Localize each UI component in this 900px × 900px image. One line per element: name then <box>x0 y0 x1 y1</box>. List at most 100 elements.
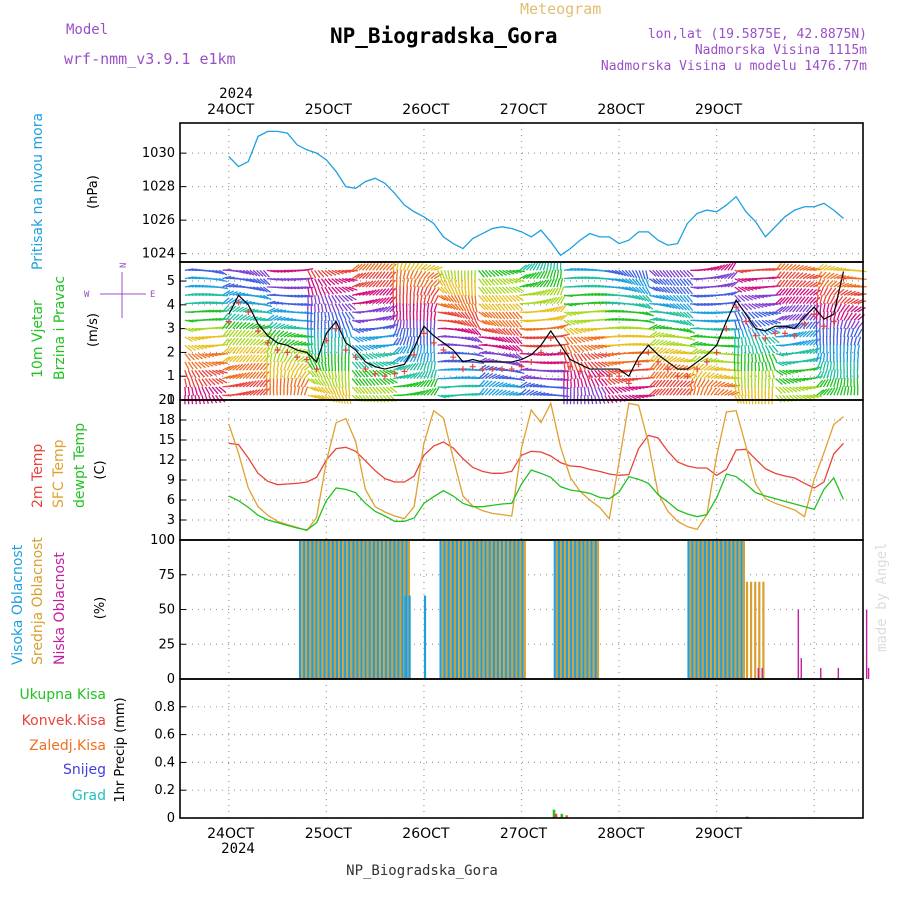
wind-barb <box>751 336 756 346</box>
wind-barb <box>560 323 569 330</box>
wind-speed-marker <box>333 325 340 332</box>
wind-barb <box>744 336 748 346</box>
wind-barb <box>218 286 229 290</box>
wind-barb <box>498 311 506 320</box>
cloud-bar-mid <box>588 540 591 679</box>
wind-barb <box>577 319 587 324</box>
panel-frame <box>179 399 864 541</box>
wind-barb <box>682 286 690 295</box>
wind-barb <box>785 279 793 288</box>
cloud-bar-low <box>757 667 760 679</box>
wind-barb <box>799 394 808 401</box>
wind-barb <box>498 286 506 294</box>
wind-barb <box>478 286 485 295</box>
precip-legend-total: Ukupna Kisa <box>19 687 106 703</box>
wind-barb <box>720 263 729 271</box>
wind-barb <box>208 361 218 367</box>
wind-barb <box>560 304 567 313</box>
wind-barb <box>413 381 422 388</box>
wind-barb <box>406 286 409 296</box>
wind-barb <box>311 394 320 399</box>
wind-barb <box>314 286 318 296</box>
wind-barb <box>714 327 724 332</box>
wind-barb <box>632 386 642 390</box>
cloud-bar-high <box>582 540 585 679</box>
wind-barb <box>805 339 814 346</box>
wind-barb <box>252 331 261 338</box>
wind-speed-marker <box>235 299 242 306</box>
wind-barb <box>618 269 627 277</box>
wind-barb <box>686 388 694 396</box>
wind-barb <box>420 379 428 388</box>
wind-barb <box>509 391 519 396</box>
wind-barb <box>259 339 268 346</box>
wind-barb <box>457 270 460 280</box>
cloud-bar-high <box>335 540 339 679</box>
wind-barb <box>362 280 370 288</box>
wind-barb <box>498 328 507 336</box>
wind-barb <box>344 336 348 346</box>
wind-barb <box>430 387 437 396</box>
wind-barb <box>645 319 655 324</box>
wind-barb <box>802 339 811 346</box>
wind-barb <box>570 336 578 344</box>
cloud-bar-mid <box>334 540 337 679</box>
wind-barb <box>788 287 796 296</box>
wind-barb <box>232 373 241 380</box>
wind-barb <box>570 370 573 380</box>
wind-barb <box>580 386 583 396</box>
wind-barb <box>351 273 361 280</box>
cloud-bar-mid <box>745 581 749 679</box>
wind-barb <box>642 311 652 317</box>
wind-barb <box>706 379 714 388</box>
wind-barb <box>334 278 344 284</box>
wind-barb <box>577 276 587 280</box>
wind-barb <box>478 278 485 287</box>
wind-barb <box>358 344 367 352</box>
wind-barb <box>676 350 686 355</box>
wind-barb <box>406 382 416 388</box>
cloud-bar-high <box>439 540 442 679</box>
wind-barb <box>392 328 398 338</box>
wind-barb <box>372 279 380 288</box>
ytick-label: 0.6 <box>154 728 175 743</box>
wind-barb <box>526 336 536 340</box>
cloud-bar-high <box>476 540 479 679</box>
wind-barb <box>222 375 232 380</box>
wind-barb <box>567 319 576 326</box>
wind-barb <box>430 352 433 362</box>
wind-barb <box>252 269 261 277</box>
wind-barb <box>751 311 760 319</box>
wind-barb <box>580 319 591 323</box>
wind-barb <box>583 353 592 361</box>
wind-barb <box>474 319 481 329</box>
wind-barb <box>423 361 428 371</box>
wind-barb <box>502 344 511 351</box>
wind-barb <box>532 262 539 271</box>
wind-barb <box>263 303 273 308</box>
wind-barb <box>652 286 661 292</box>
wind-barb <box>655 371 663 379</box>
wind-barb <box>594 353 603 359</box>
wind-barb <box>245 371 254 380</box>
wind-barb <box>191 353 200 360</box>
wind-barb <box>191 378 196 388</box>
wind-barb <box>239 337 246 346</box>
wind-barb <box>512 294 521 302</box>
wind-barb <box>532 290 542 296</box>
wind-barb <box>426 294 431 304</box>
wind-barb <box>341 320 346 330</box>
wind-barb <box>796 377 806 382</box>
wind-barb <box>672 278 680 287</box>
wind-barb <box>457 286 462 296</box>
cloud-bar-mid <box>592 540 595 679</box>
wind-barb <box>826 303 830 313</box>
wind-barb <box>232 382 242 388</box>
wind-barb <box>761 319 770 326</box>
ytick-label: 9 <box>167 473 175 488</box>
wind-barb <box>225 337 233 346</box>
wind-barb <box>269 352 273 363</box>
panels: 1024102610281030012345036912151821025507… <box>142 122 870 826</box>
wind-barb <box>372 262 379 271</box>
wind-barb <box>734 278 744 284</box>
